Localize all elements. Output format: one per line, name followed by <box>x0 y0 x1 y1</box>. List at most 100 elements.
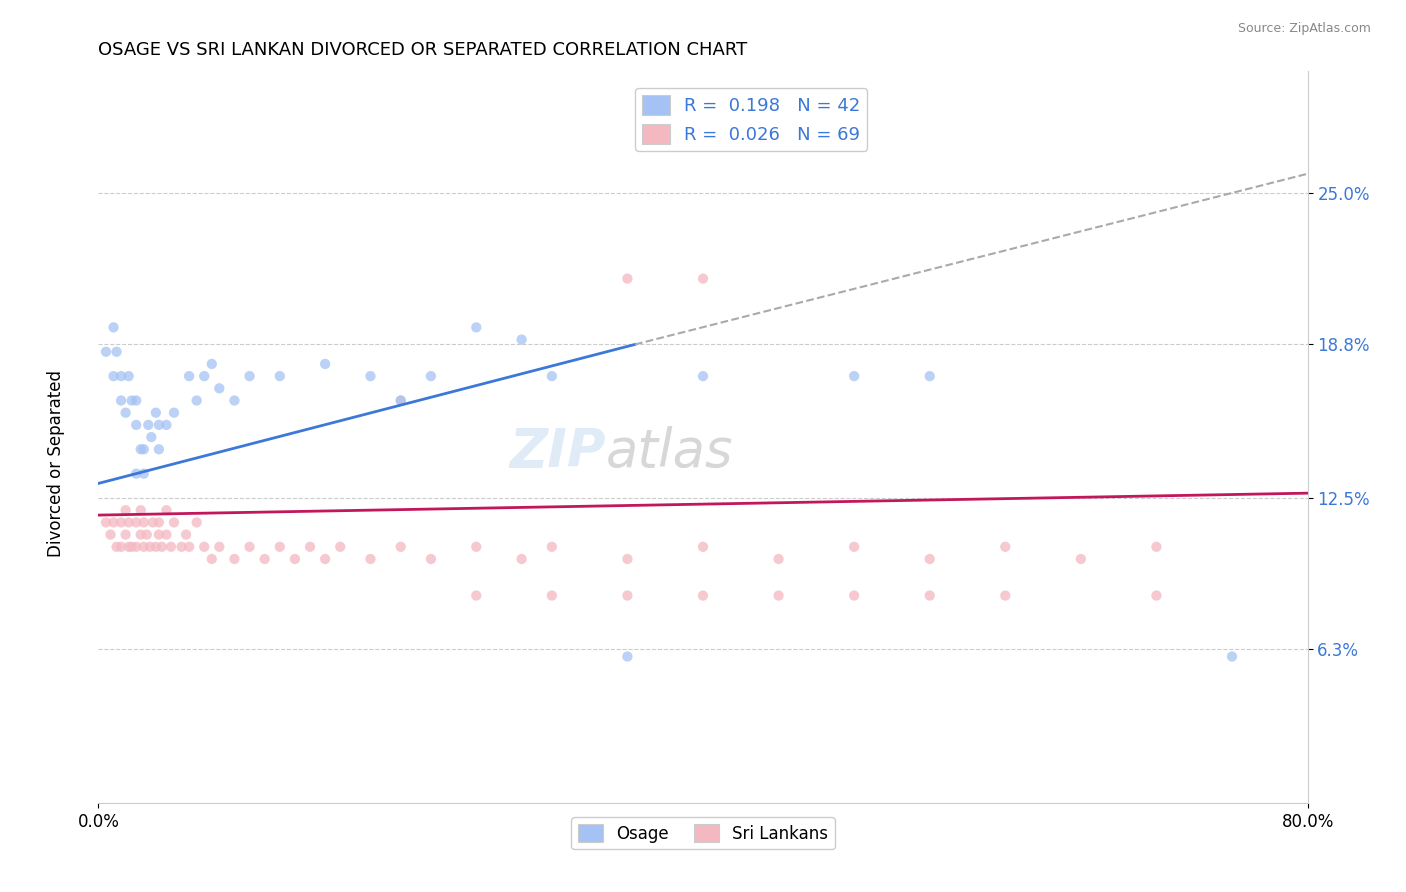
Point <box>918 552 941 566</box>
Point <box>510 552 533 566</box>
Point <box>224 393 246 408</box>
Point <box>110 369 132 384</box>
Point <box>201 357 224 371</box>
Point <box>132 467 155 481</box>
Point <box>465 540 488 554</box>
Text: atlas: atlas <box>606 425 734 478</box>
Point <box>118 516 141 530</box>
Point <box>994 589 1017 603</box>
Text: Divorced or Separated: Divorced or Separated <box>48 370 65 558</box>
Point <box>121 540 143 554</box>
Point <box>193 540 215 554</box>
Point <box>1144 540 1167 554</box>
Point <box>139 540 162 554</box>
Point <box>844 540 866 554</box>
Point <box>360 552 382 566</box>
Point <box>125 540 148 554</box>
Point <box>284 552 307 566</box>
Point <box>420 369 443 384</box>
Point <box>105 540 128 554</box>
Point <box>100 527 122 541</box>
Point <box>163 516 186 530</box>
Point <box>768 552 790 566</box>
Point <box>103 369 125 384</box>
Point <box>616 271 638 285</box>
Point <box>616 552 638 566</box>
Point <box>299 540 322 554</box>
Point <box>1144 589 1167 603</box>
Point <box>540 369 562 384</box>
Point <box>125 467 148 481</box>
Point <box>155 417 177 432</box>
Point <box>1220 649 1243 664</box>
Point <box>918 369 941 384</box>
Point <box>110 540 132 554</box>
Point <box>132 516 155 530</box>
Point <box>768 589 790 603</box>
Point <box>135 527 157 541</box>
Text: ZIP: ZIP <box>510 425 606 478</box>
Point <box>179 540 201 554</box>
Point <box>136 417 159 432</box>
Point <box>145 406 167 420</box>
Point <box>692 271 714 285</box>
Point <box>155 527 177 541</box>
Point <box>360 369 382 384</box>
Point <box>132 442 155 457</box>
Point <box>114 406 136 420</box>
Point <box>118 540 141 554</box>
Point <box>118 369 141 384</box>
Point <box>148 527 170 541</box>
Point <box>389 540 412 554</box>
Point <box>94 516 117 530</box>
Point <box>208 540 231 554</box>
Point <box>269 369 291 384</box>
Point <box>121 393 143 408</box>
Point <box>125 417 148 432</box>
Point <box>208 381 231 395</box>
Point <box>148 417 170 432</box>
Point <box>125 393 148 408</box>
Point <box>844 589 866 603</box>
Point <box>94 344 117 359</box>
Point <box>314 552 336 566</box>
Point <box>918 589 941 603</box>
Point <box>269 540 291 554</box>
Point <box>170 540 193 554</box>
Point <box>129 442 152 457</box>
Point <box>389 393 412 408</box>
Point <box>150 540 173 554</box>
Point <box>253 552 276 566</box>
Point <box>114 503 136 517</box>
Point <box>129 503 152 517</box>
Point <box>155 503 177 517</box>
Point <box>129 527 152 541</box>
Point <box>110 516 132 530</box>
Point <box>239 540 262 554</box>
Point <box>132 540 155 554</box>
Point <box>179 369 201 384</box>
Point <box>540 540 562 554</box>
Point <box>465 320 488 334</box>
Point <box>994 540 1017 554</box>
Point <box>616 649 638 664</box>
Point <box>239 369 262 384</box>
Legend: Osage, Sri Lankans: Osage, Sri Lankans <box>571 817 835 849</box>
Point <box>174 527 197 541</box>
Point <box>465 589 488 603</box>
Point <box>160 540 183 554</box>
Point <box>103 516 125 530</box>
Text: Source: ZipAtlas.com: Source: ZipAtlas.com <box>1237 22 1371 36</box>
Point <box>145 540 167 554</box>
Point <box>193 369 215 384</box>
Point <box>389 393 412 408</box>
Point <box>540 589 562 603</box>
Point <box>314 357 336 371</box>
Point <box>114 527 136 541</box>
Point <box>616 589 638 603</box>
Point <box>329 540 352 554</box>
Point <box>142 516 165 530</box>
Point <box>148 442 170 457</box>
Point <box>844 369 866 384</box>
Point <box>110 393 132 408</box>
